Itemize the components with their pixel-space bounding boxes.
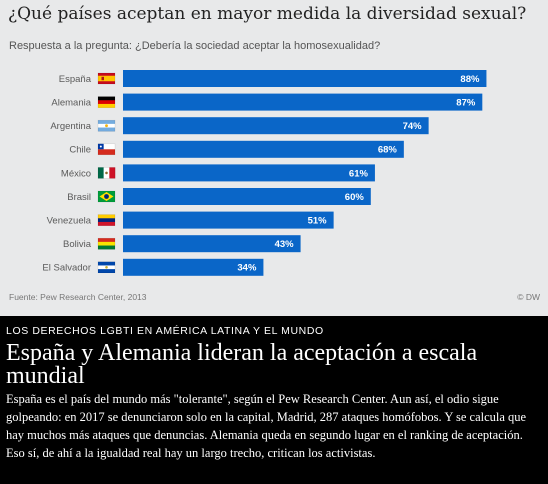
chart-source: Fuente: Pew Research Center, 2013 xyxy=(9,292,147,302)
bar-row: Brasil 60% xyxy=(67,188,371,205)
category-label: España xyxy=(59,74,92,85)
value-label: 61% xyxy=(349,168,369,179)
chart-title: ¿Qué países aceptan en mayor medida la d… xyxy=(8,4,527,24)
value-label: 74% xyxy=(403,121,423,132)
bar-row: Chile 68% xyxy=(69,140,404,158)
article-headline: España y Alemania lideran la aceptación … xyxy=(6,340,478,389)
category-label: El Salvador xyxy=(42,263,91,274)
spain-flag-icon xyxy=(97,72,116,85)
article-body: España es el país del mundo más "toleran… xyxy=(6,392,527,460)
bolivia-flag-icon xyxy=(97,237,116,250)
category-label: Venezuela xyxy=(47,216,92,227)
article-kicker: LOS DERECHOS LGBTI EN AMÉRICA LATINA Y E… xyxy=(6,325,324,337)
category-label: Brasil xyxy=(67,192,91,203)
category-label: Alemania xyxy=(51,98,91,109)
bar-row: Alemania 87% xyxy=(51,93,483,111)
category-label: Argentina xyxy=(50,121,91,132)
category-label: México xyxy=(61,168,91,179)
category-label: Chile xyxy=(69,145,91,156)
chart-subtitle: Respuesta a la pregunta: ¿Debería la soc… xyxy=(9,40,381,52)
germany-flag-icon xyxy=(97,96,116,108)
bar-row: España 88% xyxy=(59,70,487,87)
bar xyxy=(123,140,404,158)
chile-flag-icon xyxy=(97,143,116,156)
value-label: 43% xyxy=(275,239,295,250)
argentina-flag-icon xyxy=(97,119,116,132)
value-label: 87% xyxy=(456,98,476,109)
chart-panel: ¿Qué países aceptan en mayor medida la d… xyxy=(0,0,548,316)
value-label: 60% xyxy=(345,192,365,203)
article-section: LOS DERECHOS LGBTI EN AMÉRICA LATINA Y E… xyxy=(0,316,548,484)
bar xyxy=(123,258,264,276)
bar-row: Venezuela 51% xyxy=(47,211,334,229)
el-salvador-flag-icon xyxy=(97,261,116,274)
bar-row: Argentina 74% xyxy=(50,117,429,135)
bar xyxy=(123,117,429,135)
bar-row: México 61% xyxy=(61,164,375,182)
value-label: 51% xyxy=(308,216,328,227)
value-label: 34% xyxy=(237,263,257,274)
bar xyxy=(123,93,483,111)
bar xyxy=(123,211,334,229)
bar xyxy=(123,70,487,87)
bar-chart: España 88% Alemania 87% Argentina 74% Chile 68%… xyxy=(42,70,487,276)
bar-row: Bolivia 43% xyxy=(63,235,301,253)
value-label: 68% xyxy=(378,145,398,156)
mexico-flag-icon xyxy=(97,167,116,179)
brazil-flag-icon xyxy=(97,190,116,203)
category-label: Bolivia xyxy=(63,239,92,250)
bar xyxy=(123,188,371,205)
bar xyxy=(123,164,375,182)
dw-credit: © DW xyxy=(517,292,540,302)
bar xyxy=(123,235,301,253)
bar-row: El Salvador 34% xyxy=(42,258,264,276)
value-label: 88% xyxy=(460,74,480,85)
venezuela-flag-icon xyxy=(97,214,116,226)
